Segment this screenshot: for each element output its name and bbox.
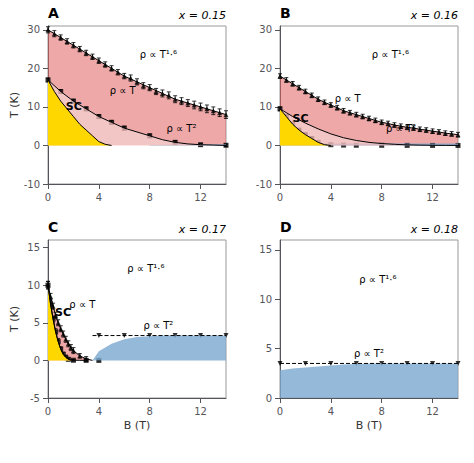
svg-text:0: 0	[277, 192, 283, 203]
svg-text:ρ ∝ T: ρ ∝ T	[110, 85, 137, 96]
svg-text:10: 10	[259, 101, 272, 112]
svg-text:12: 12	[426, 192, 439, 203]
svg-text:0: 0	[34, 140, 40, 151]
svg-text:-5: -5	[30, 393, 40, 404]
svg-text:4: 4	[328, 192, 334, 203]
svg-text:ρ ∝ T: ρ ∝ T	[69, 299, 96, 310]
svg-text:x = 0.17: x = 0.17	[178, 223, 226, 236]
svg-text:x = 0.18: x = 0.18	[410, 223, 458, 236]
svg-text:SC: SC	[55, 306, 71, 319]
svg-text:4: 4	[328, 406, 334, 417]
svg-text:10: 10	[259, 294, 272, 305]
svg-text:12: 12	[194, 192, 207, 203]
svg-text:8: 8	[147, 192, 153, 203]
svg-text:0: 0	[266, 393, 272, 404]
svg-text:SC: SC	[292, 112, 308, 125]
svg-text:ρ ∝ T²: ρ ∝ T²	[354, 348, 384, 359]
svg-text:ρ ∝ T¹·⁶: ρ ∝ T¹·⁶	[140, 49, 177, 60]
svg-text:ρ ∝ T¹·⁶: ρ ∝ T¹·⁶	[359, 274, 396, 285]
svg-text:20: 20	[259, 63, 272, 74]
svg-text:20: 20	[27, 63, 40, 74]
svg-text:-10: -10	[24, 179, 40, 190]
svg-text:5: 5	[34, 317, 40, 328]
svg-text:0: 0	[277, 406, 283, 417]
svg-text:B (T): B (T)	[124, 419, 150, 432]
svg-text:ρ ∝ T²: ρ ∝ T²	[143, 320, 173, 331]
svg-text:30: 30	[259, 24, 272, 35]
svg-text:ρ ∝ T¹·⁶: ρ ∝ T¹·⁶	[372, 49, 409, 60]
svg-text:SC: SC	[66, 100, 82, 113]
svg-text:4: 4	[96, 406, 102, 417]
svg-text:T (K): T (K)	[8, 92, 21, 119]
svg-text:-10: -10	[256, 179, 272, 190]
svg-text:4: 4	[96, 192, 102, 203]
svg-text:B (T): B (T)	[356, 419, 382, 432]
svg-text:10: 10	[27, 101, 40, 112]
svg-text:30: 30	[27, 24, 40, 35]
svg-text:10: 10	[27, 280, 40, 291]
svg-text:0: 0	[34, 355, 40, 366]
svg-text:15: 15	[27, 242, 40, 253]
svg-text:x = 0.16: x = 0.16	[410, 9, 458, 22]
svg-text:15: 15	[259, 244, 272, 255]
svg-text:T (K): T (K)	[8, 306, 21, 333]
svg-text:0: 0	[266, 140, 272, 151]
svg-text:12: 12	[194, 406, 207, 417]
svg-text:8: 8	[379, 192, 385, 203]
svg-text:8: 8	[147, 406, 153, 417]
svg-text:C: C	[48, 219, 58, 235]
svg-text:D: D	[280, 219, 292, 235]
svg-text:A: A	[48, 5, 59, 21]
svg-text:ρ ∝ T¹·⁶: ρ ∝ T¹·⁶	[127, 263, 164, 274]
svg-text:ρ ∝ T²: ρ ∝ T²	[386, 123, 416, 134]
svg-text:x = 0.15: x = 0.15	[178, 9, 226, 22]
svg-text:B: B	[280, 5, 291, 21]
svg-text:0: 0	[45, 406, 51, 417]
svg-text:12: 12	[426, 406, 439, 417]
svg-text:0: 0	[45, 192, 51, 203]
svg-text:ρ ∝ T²: ρ ∝ T²	[167, 123, 197, 134]
svg-text:ρ ∝ T: ρ ∝ T	[335, 93, 362, 104]
svg-text:5: 5	[266, 343, 272, 354]
svg-text:8: 8	[379, 406, 385, 417]
